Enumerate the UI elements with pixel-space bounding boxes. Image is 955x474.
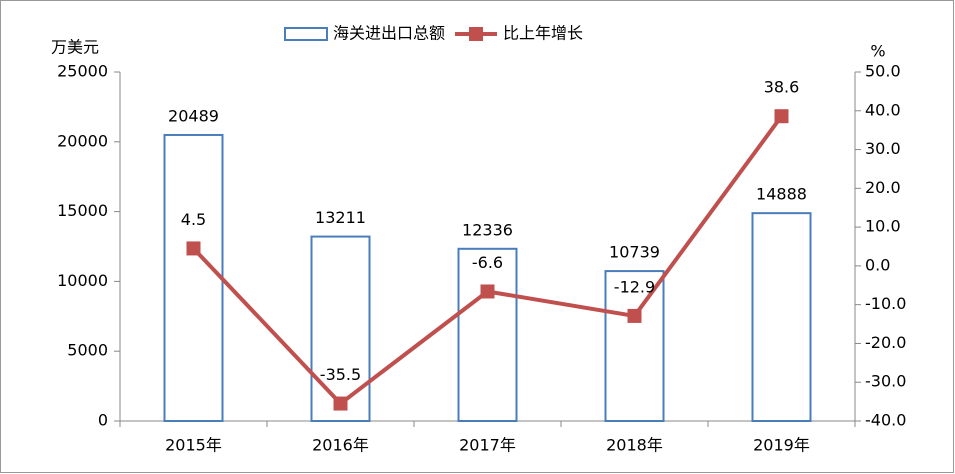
legend-label: 比上年增长 (503, 24, 583, 43)
y2-tick-label: -30.0 (865, 372, 906, 391)
legend-swatch-marker (469, 27, 484, 41)
y-tick-label: 25000 (57, 62, 108, 81)
y-tick-label: 5000 (67, 341, 108, 360)
line-marker (186, 241, 201, 256)
x-tick-label: 2018年 (606, 436, 663, 455)
y2-tick-label: 50.0 (865, 62, 901, 81)
y-axis-label: 万美元 (51, 38, 99, 57)
x-tick-label: 2016年 (312, 436, 369, 455)
y-tick-label: 0 (98, 411, 108, 430)
line-marker (333, 396, 348, 411)
line-marker (774, 109, 789, 124)
y2-tick-label: 30.0 (865, 139, 901, 158)
line-marker (627, 308, 642, 323)
bar-value-label: 12336 (462, 220, 513, 239)
bar-value-label: 20489 (168, 106, 219, 125)
line-value-label: -6.6 (472, 253, 503, 272)
bar-value-label: 14888 (756, 185, 807, 204)
bar (751, 212, 812, 422)
bar-value-label: 13211 (315, 208, 366, 227)
y2-axis-label: % (870, 42, 885, 61)
y2-tick-label: -40.0 (865, 411, 906, 430)
line-value-label: 4.5 (181, 210, 206, 229)
y2-tick-label: 40.0 (865, 100, 901, 119)
y-tick-label: 15000 (57, 201, 108, 220)
y-tick-label: 20000 (57, 131, 108, 150)
line-value-label: 38.6 (764, 78, 800, 97)
y2-tick-label: 20.0 (865, 178, 901, 197)
legend-swatch (284, 27, 328, 41)
line-value-label: -35.5 (320, 365, 361, 384)
x-tick-label: 2017年 (459, 436, 516, 455)
line-marker (480, 284, 495, 299)
bar (310, 235, 371, 422)
x-tick-label: 2015年 (165, 436, 222, 455)
y2-tick-label: -10.0 (865, 294, 906, 313)
bar (604, 270, 665, 422)
y2-tick-label: -20.0 (865, 333, 906, 352)
y2-tick-label: 0.0 (865, 255, 890, 274)
legend-label: 海关进出口总额 (333, 24, 445, 43)
x-tick-label: 2019年 (753, 436, 810, 455)
line-value-label: -12.9 (614, 277, 655, 296)
y2-tick-label: 10.0 (865, 217, 901, 236)
bar (163, 133, 224, 422)
bar-value-label: 10739 (609, 243, 660, 262)
y-tick-label: 10000 (57, 271, 108, 290)
bar (457, 247, 518, 422)
